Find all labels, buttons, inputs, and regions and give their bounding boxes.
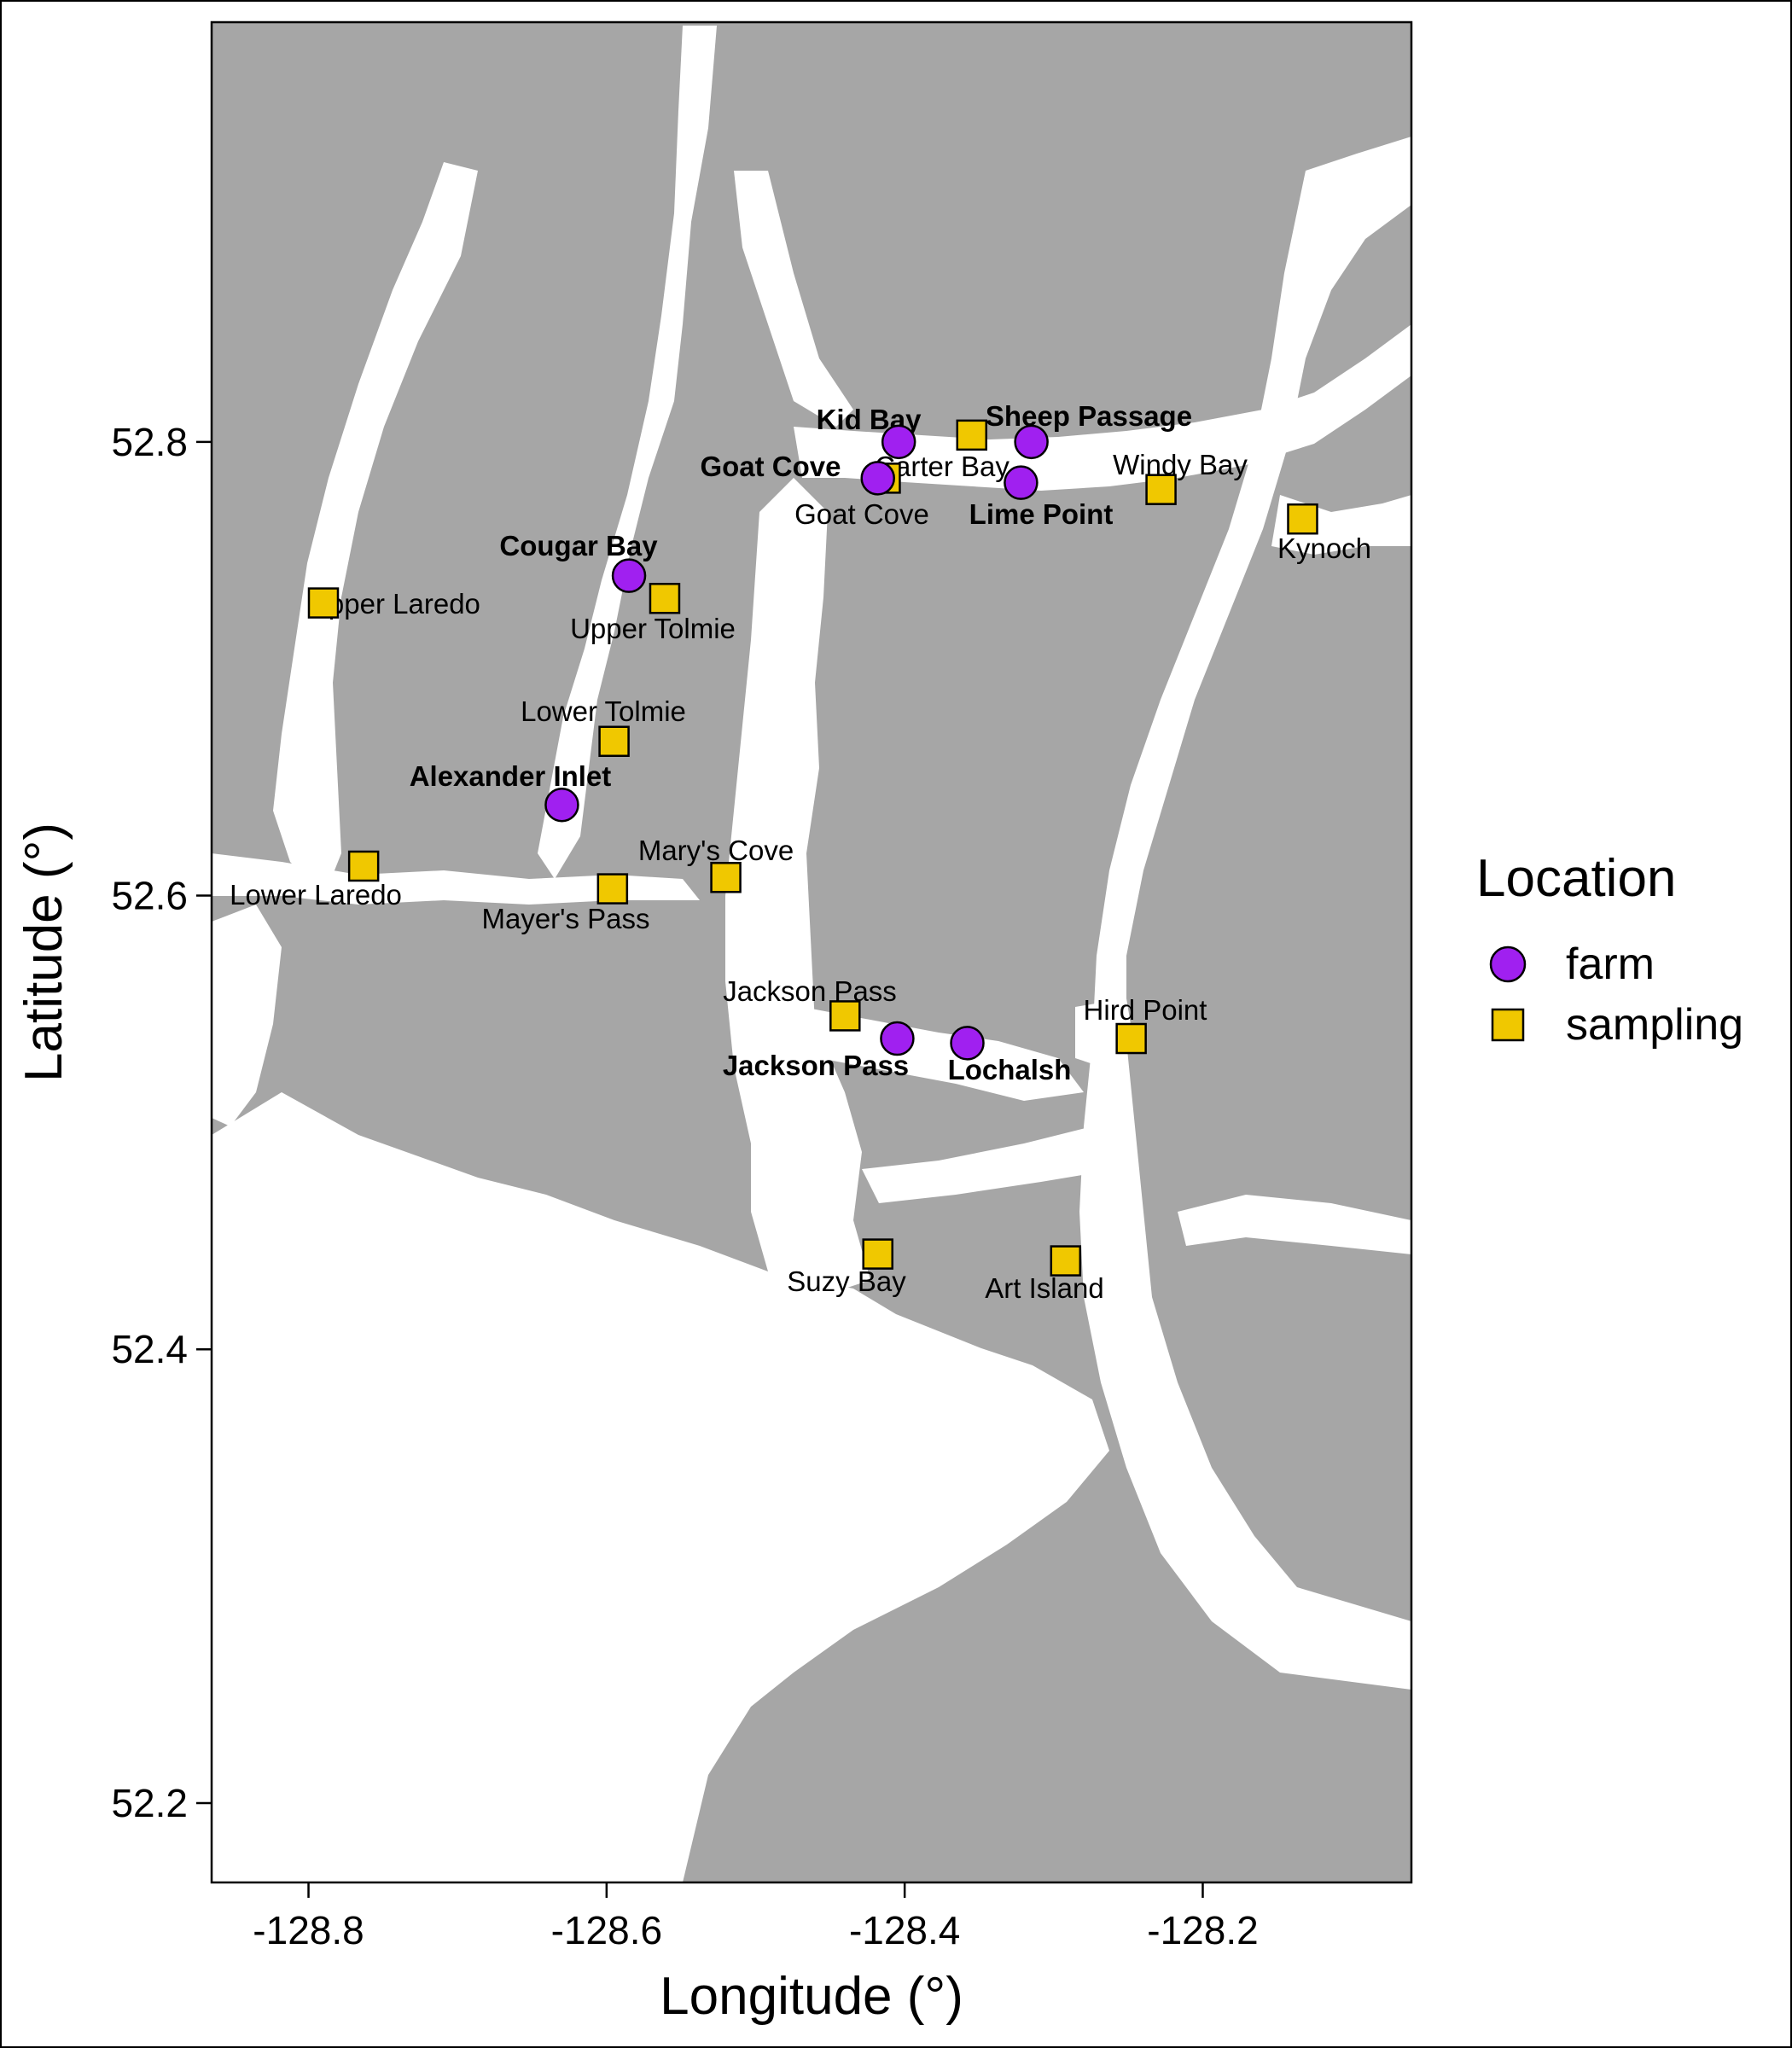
central-channel xyxy=(725,478,870,1297)
panel-border xyxy=(210,20,1413,1884)
y-tick-label: 52.4 xyxy=(111,1327,188,1371)
y-tick-label: 52.6 xyxy=(111,874,188,918)
sampling-marker-kynoch xyxy=(1287,503,1318,535)
laredo-channel xyxy=(273,162,478,896)
legend-farm-symbol xyxy=(1489,945,1527,983)
farm-label-jackson-pass: Jackson Pass xyxy=(723,1050,909,1081)
jackson-passage xyxy=(802,1007,1084,1101)
sampling-label-windy-bay: Windy Bay xyxy=(1113,449,1248,480)
sampling-marker-mayer-s-pass xyxy=(596,873,629,905)
farm-label-alexander-inlet: Alexander Inlet xyxy=(410,760,612,792)
carter-bay-inlet xyxy=(734,171,853,427)
farm-label-lime-point: Lime Point xyxy=(969,498,1114,530)
sampling-label-jackson-pass: Jackson Pass xyxy=(723,975,897,1007)
y-tick-label: 52.8 xyxy=(111,420,188,464)
legend-sampling-symbol xyxy=(1491,1008,1525,1042)
legend: Location farm sampling xyxy=(1476,849,1743,1050)
farm-marker-sheep-passage xyxy=(1014,424,1049,460)
sampling-label-hird-point: Hird Point xyxy=(1084,994,1207,1026)
legend-farm-label: farm xyxy=(1566,940,1655,989)
farm-marker-jackson-pass xyxy=(880,1021,915,1056)
x-tick-label: -128.6 xyxy=(551,1908,662,1952)
farm-marker-alexander-inlet xyxy=(544,787,579,823)
legend-title: Location xyxy=(1476,849,1676,908)
basemap xyxy=(212,22,1411,1882)
site-labels: Kid Bay Sheep Passage Goat Cove Lime Poi… xyxy=(230,400,1371,1304)
sampling-marker-carter-bay xyxy=(956,419,988,451)
sampling-marker-upper-laredo xyxy=(307,587,340,619)
x-axis: -128.8 -128.6 -128.4 -128.2 xyxy=(253,1882,1259,1952)
art-island-channel xyxy=(862,1126,1126,1203)
sampling-marker-lower-tolmie xyxy=(598,725,630,758)
farm-marker-cougar-bay xyxy=(611,558,647,593)
y-axis-title: Latitude (°) xyxy=(15,823,73,1082)
x-tick-label: -128.2 xyxy=(1147,1908,1258,1952)
farm-marker-goat-cove xyxy=(860,461,895,496)
sampling-label-marys-cove: Mary's Cove xyxy=(638,835,794,866)
sampling-label-mayers-pass: Mayer's Pass xyxy=(481,903,649,934)
x-axis-title: Longitude (°) xyxy=(660,1967,963,2026)
y-tick-label: 52.2 xyxy=(111,1781,188,1825)
sampling-marker-mary-s-cove xyxy=(710,862,742,893)
sampling-label-kynoch: Kynoch xyxy=(1277,532,1371,564)
southern-sound xyxy=(212,1092,1109,1882)
sampling-marker-lower-laredo xyxy=(347,850,380,882)
southeast-channel xyxy=(1178,1195,1411,1254)
x-tick-label: -128.4 xyxy=(849,1908,960,1952)
farm-marker-lime-point xyxy=(1004,465,1039,500)
sampling-label-goat-cove: Goat Cove xyxy=(794,498,929,530)
farm-label-sheep-passage: Sheep Passage xyxy=(986,400,1192,432)
y-axis: 52.2 52.4 52.6 52.8 xyxy=(111,420,212,1825)
farm-label-goat-cove: Goat Cove xyxy=(700,451,841,482)
legend-sampling-label: sampling xyxy=(1566,1000,1743,1050)
upper-west-inlet xyxy=(212,905,282,1126)
sampling-marker-upper-tolmie xyxy=(649,583,681,614)
farm-marker-kid-bay xyxy=(881,424,916,460)
tolmie-channel xyxy=(538,26,717,879)
sampling-label-suzy-bay: Suzy Bay xyxy=(787,1265,906,1297)
site-markers xyxy=(307,419,1318,1277)
farm-label-cougar-bay: Cougar Bay xyxy=(499,530,658,561)
sampling-label-lower-tolmie: Lower Tolmie xyxy=(521,695,686,727)
farm-marker-lochalsh xyxy=(950,1026,985,1061)
sampling-marker-hird-point xyxy=(1115,1022,1147,1055)
x-tick-label: -128.8 xyxy=(253,1908,364,1952)
sampling-label-upper-tolmie: Upper Tolmie xyxy=(570,613,736,644)
sampling-marker-jackson-pass xyxy=(829,1000,861,1032)
mayers-passage xyxy=(212,853,700,905)
sampling-label-lower-laredo: Lower Laredo xyxy=(230,879,402,911)
sampling-marker-art-island xyxy=(1050,1245,1082,1277)
sampling-marker-suzy-bay xyxy=(862,1238,893,1270)
sampling-marker-windy-bay xyxy=(1145,474,1177,505)
sampling-label-art-island: Art Island xyxy=(985,1272,1103,1304)
